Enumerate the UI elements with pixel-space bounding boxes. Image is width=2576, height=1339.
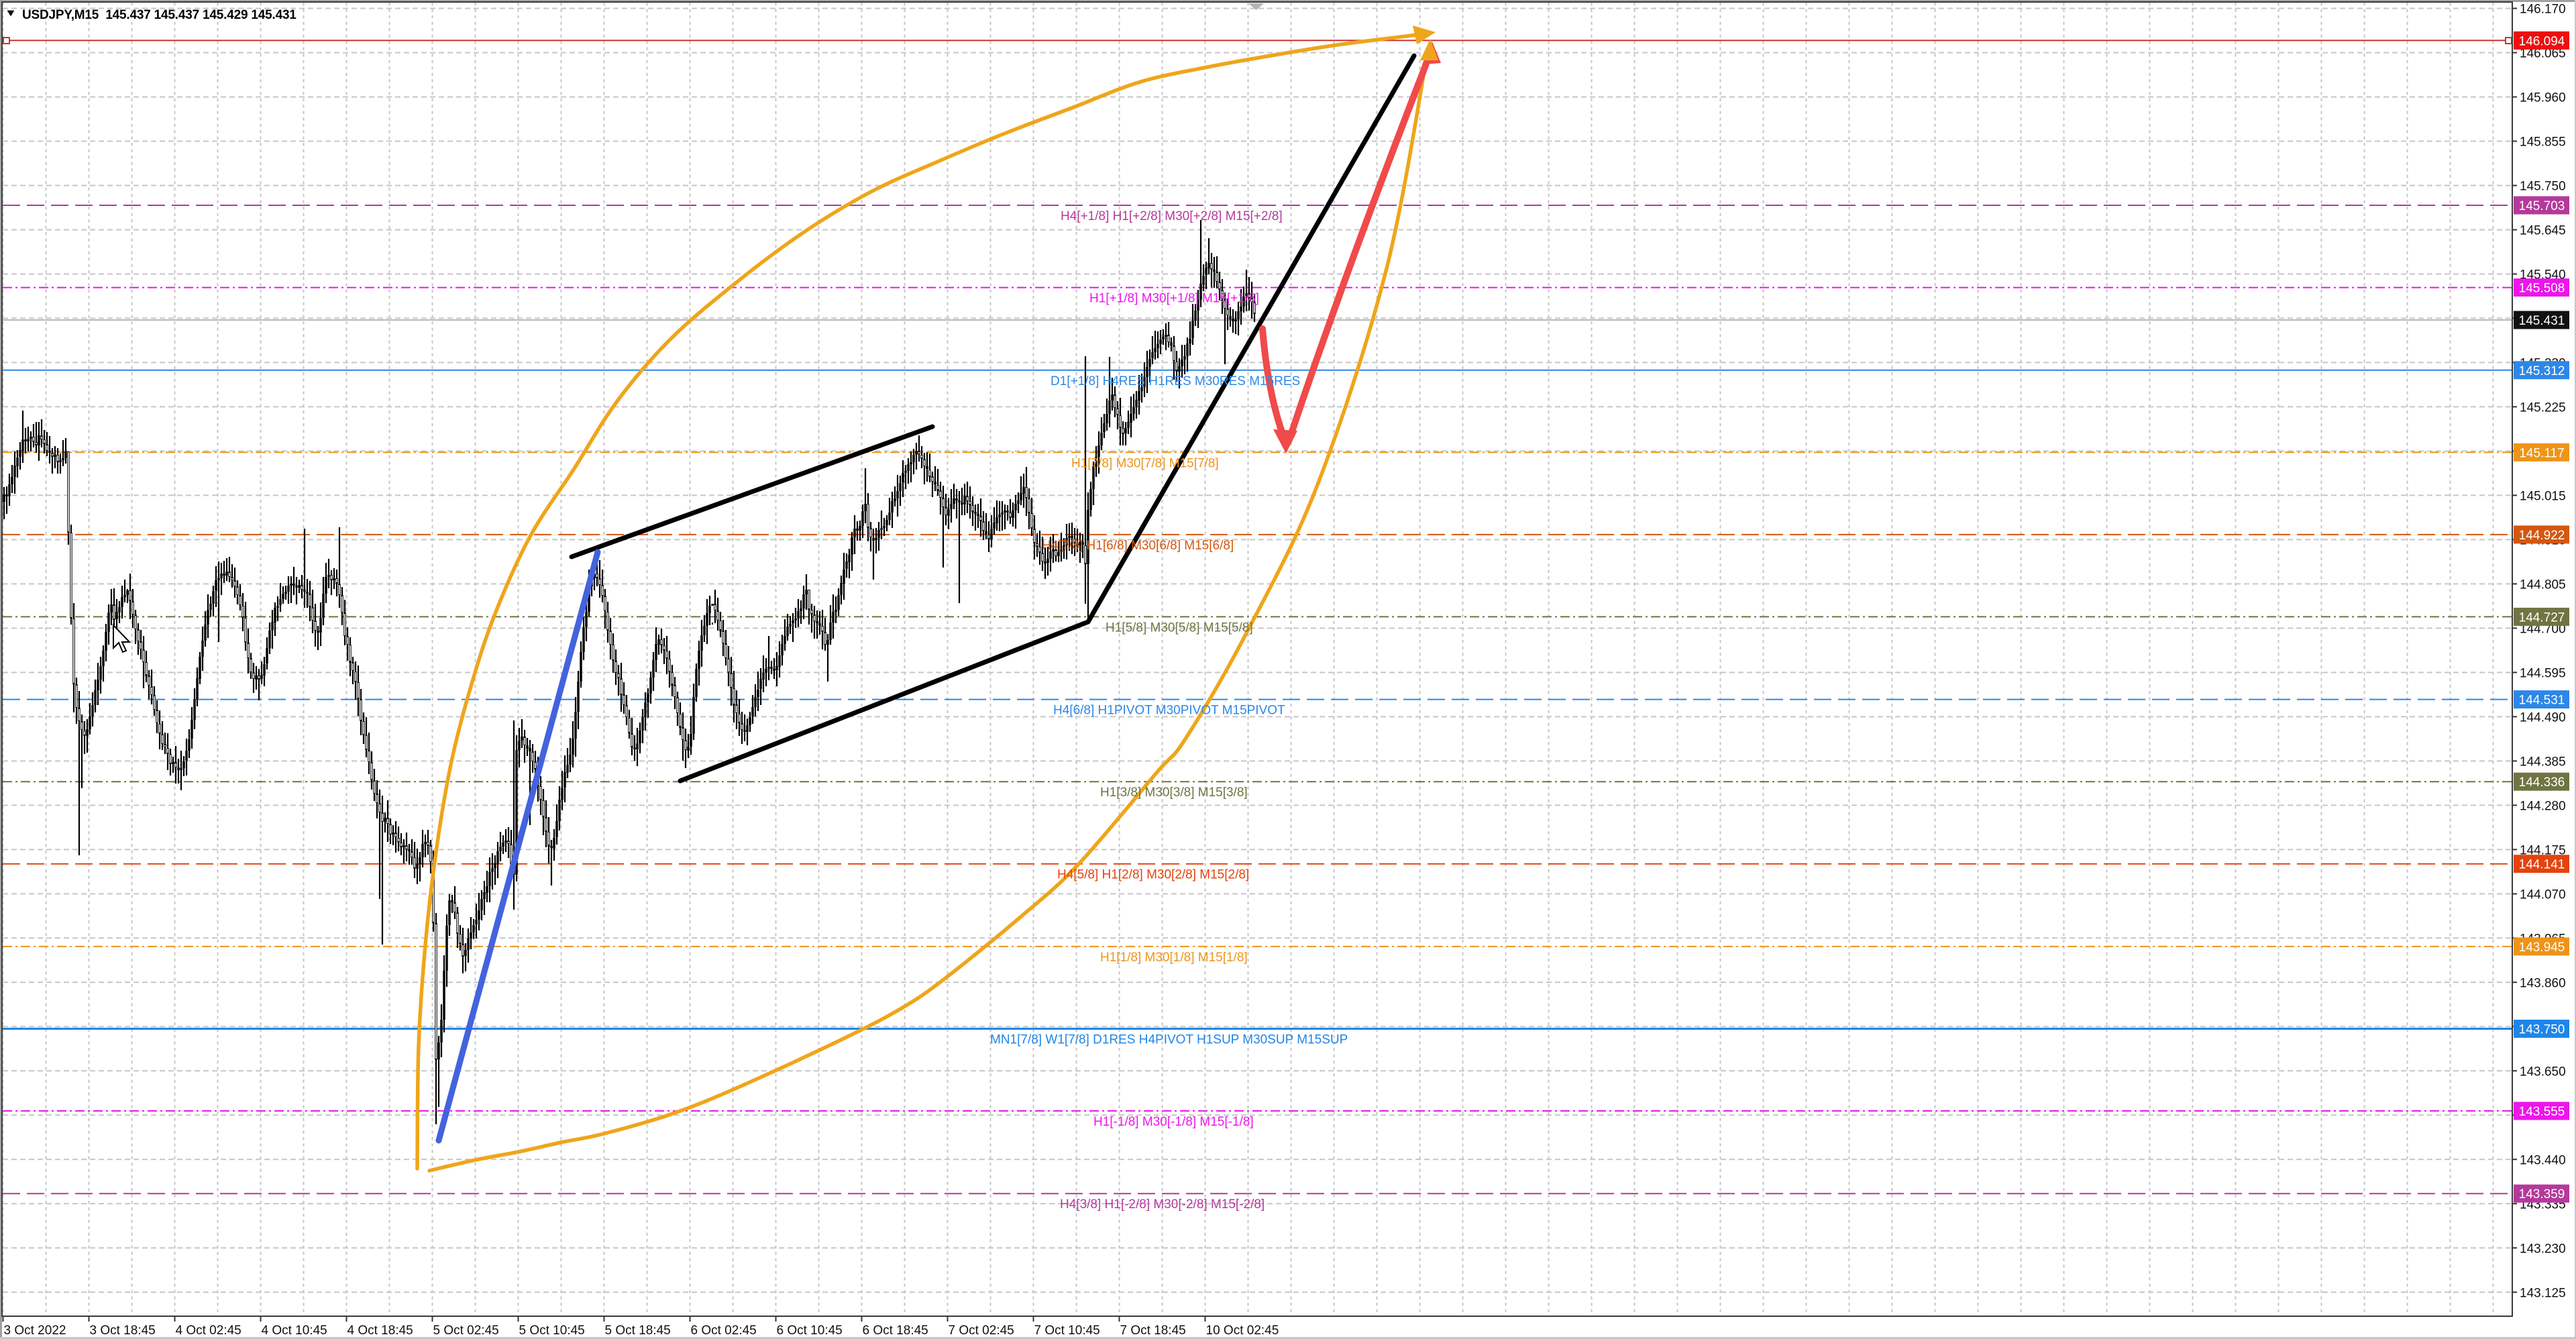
- svg-text:3 Oct 2022: 3 Oct 2022: [4, 1324, 66, 1338]
- svg-text:H4[7/8] H1[6/8] M30[6/8] M15[6: H4[7/8] H1[6/8] M30[6/8] M15[6/8]: [1042, 539, 1234, 553]
- svg-text:143.359: 143.359: [2519, 1187, 2565, 1201]
- svg-text:143.230: 143.230: [2520, 1242, 2566, 1256]
- svg-text:144.805: 144.805: [2520, 578, 2566, 592]
- svg-text:H1[1/8] M30[1/8] M15[1/8]: H1[1/8] M30[1/8] M15[1/8]: [1100, 951, 1248, 965]
- svg-text:3 Oct 18:45: 3 Oct 18:45: [90, 1324, 156, 1338]
- svg-text:H1[7/8] M30[7/8] M15[7/8]: H1[7/8] M30[7/8] M15[7/8]: [1071, 456, 1219, 470]
- svg-text:4 Oct 02:45: 4 Oct 02:45: [176, 1324, 241, 1338]
- svg-text:146.170: 146.170: [2520, 3, 2566, 17]
- svg-text:145.225: 145.225: [2520, 400, 2566, 415]
- svg-text:145.431: 145.431: [2519, 314, 2565, 328]
- svg-text:143.555: 143.555: [2519, 1105, 2565, 1119]
- svg-text:144.727: 144.727: [2519, 610, 2565, 625]
- svg-text:H1[-1/8] M30[-1/8] M15[-1/8]: H1[-1/8] M30[-1/8] M15[-1/8]: [1093, 1115, 1254, 1129]
- svg-text:143.440: 143.440: [2520, 1153, 2566, 1167]
- svg-text:144.175: 144.175: [2520, 843, 2566, 857]
- svg-text:10 Oct 02:45: 10 Oct 02:45: [1206, 1324, 1279, 1338]
- svg-text:145.750: 145.750: [2520, 180, 2566, 194]
- svg-text:146.094: 146.094: [2519, 34, 2565, 48]
- svg-text:7 Oct 02:45: 7 Oct 02:45: [949, 1324, 1014, 1338]
- svg-text:145.508: 145.508: [2519, 282, 2565, 296]
- svg-text:145.855: 145.855: [2520, 136, 2566, 150]
- svg-text:144.595: 144.595: [2520, 666, 2566, 680]
- svg-text:146.065: 146.065: [2520, 47, 2566, 61]
- svg-text:H4[+1/8] H1[+2/8] M30[+2/8] M1: H4[+1/8] H1[+2/8] M30[+2/8] M15[+2/8]: [1061, 209, 1283, 223]
- svg-text:144.531: 144.531: [2519, 694, 2565, 708]
- svg-text:144.141: 144.141: [2519, 858, 2565, 872]
- svg-text:145.312: 145.312: [2519, 364, 2565, 378]
- svg-text:143.750: 143.750: [2519, 1023, 2565, 1037]
- svg-text:5 Oct 02:45: 5 Oct 02:45: [433, 1324, 499, 1338]
- svg-text:H1[+1/8] M30[+1/8] M15[+1/8]: H1[+1/8] M30[+1/8] M15[+1/8]: [1089, 292, 1259, 306]
- svg-text:145.117: 145.117: [2519, 446, 2564, 460]
- svg-text:144.280: 144.280: [2520, 799, 2566, 813]
- svg-text:7 Oct 18:45: 7 Oct 18:45: [1120, 1324, 1186, 1338]
- svg-text:143.650: 143.650: [2520, 1065, 2566, 1079]
- svg-text:4 Oct 10:45: 4 Oct 10:45: [262, 1324, 327, 1338]
- svg-text:6 Oct 10:45: 6 Oct 10:45: [777, 1324, 843, 1338]
- svg-text:145.960: 145.960: [2520, 91, 2566, 105]
- svg-text:143.860: 143.860: [2520, 976, 2566, 990]
- svg-text:144.336: 144.336: [2519, 775, 2565, 790]
- svg-text:USDJPY,M15 145.437 145.437 14: USDJPY,M15 145.437 145.437 145.429 145.4…: [22, 8, 297, 22]
- svg-text:144.070: 144.070: [2520, 888, 2566, 902]
- svg-text:143.125: 143.125: [2520, 1286, 2566, 1300]
- svg-text:H1[3/8] M30[3/8] M15[3/8]: H1[3/8] M30[3/8] M15[3/8]: [1100, 786, 1248, 800]
- svg-text:144.922: 144.922: [2519, 529, 2565, 543]
- svg-text:143.945: 143.945: [2519, 941, 2565, 955]
- svg-text:145.645: 145.645: [2520, 224, 2566, 238]
- svg-text:144.490: 144.490: [2520, 710, 2566, 725]
- svg-text:5 Oct 18:45: 5 Oct 18:45: [605, 1324, 671, 1338]
- svg-text:D1[+1/8] H4RES H1RES M30RES M1: D1[+1/8] H4RES H1RES M30RES M15RES: [1051, 374, 1300, 388]
- svg-text:7 Oct 10:45: 7 Oct 10:45: [1034, 1324, 1100, 1338]
- svg-text:6 Oct 02:45: 6 Oct 02:45: [691, 1324, 757, 1338]
- svg-text:H4[6/8] H1PIVOT M30PIVOT M15PI: H4[6/8] H1PIVOT M30PIVOT M15PIVOT: [1053, 704, 1285, 718]
- svg-text:MN1[7/8] W1[7/8] D1RES H4PIVOT: MN1[7/8] W1[7/8] D1RES H4PIVOT H1SUP M30…: [990, 1033, 1348, 1047]
- svg-text:145.703: 145.703: [2519, 199, 2565, 213]
- svg-text:5 Oct 10:45: 5 Oct 10:45: [519, 1324, 585, 1338]
- svg-text:H4[3/8] H1[-2/8] M30[-2/8] M15: H4[3/8] H1[-2/8] M30[-2/8] M15[-2/8]: [1060, 1197, 1265, 1212]
- svg-text:145.015: 145.015: [2520, 489, 2566, 503]
- svg-text:6 Oct 18:45: 6 Oct 18:45: [863, 1324, 928, 1338]
- svg-text:4 Oct 18:45: 4 Oct 18:45: [347, 1324, 413, 1338]
- svg-text:H4[5/8] H1[2/8] M30[2/8] M15[2: H4[5/8] H1[2/8] M30[2/8] M15[2/8]: [1057, 868, 1249, 882]
- svg-text:H1[5/8] M30[5/8] M15[5/8]: H1[5/8] M30[5/8] M15[5/8]: [1106, 621, 1253, 635]
- svg-text:144.385: 144.385: [2520, 755, 2566, 769]
